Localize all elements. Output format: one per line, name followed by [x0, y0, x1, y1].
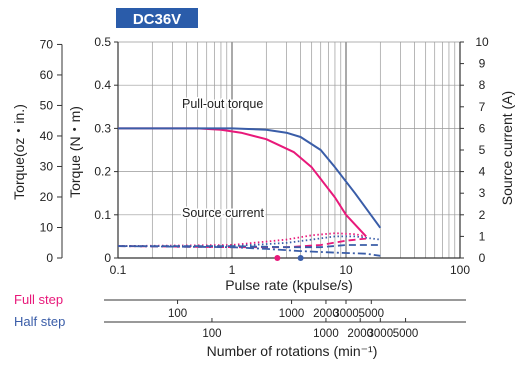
rotation-tick-label: 1000 [279, 308, 305, 320]
x-axis-marker-0 [274, 255, 281, 261]
y-tick-label-current: 10 [475, 35, 489, 49]
y-tick-label-torque-nm: 0.2 [94, 165, 111, 179]
y-tick-label-current: 0 [479, 251, 486, 265]
series-line-1 [118, 127, 382, 229]
y-tick-label-torque-ozin: 20 [40, 190, 54, 204]
y-tick-label-current: 3 [479, 186, 486, 200]
y-tick-label-torque-nm: 0 [104, 251, 111, 265]
rotation-tick-label: 5000 [359, 308, 385, 320]
y-tick-label-current: 1 [479, 229, 486, 243]
series-group [117, 127, 382, 261]
x-tick-label: 100 [450, 263, 470, 277]
y-tick-label-torque-nm: 0.4 [94, 78, 111, 92]
annotation-pull-out-torque: Pull-out torque [182, 97, 263, 111]
y-tick-label-torque-ozin: 0 [46, 251, 53, 265]
y-tick-label-torque-ozin: 50 [40, 98, 54, 112]
rotation-tick-label: 1000 [313, 328, 339, 340]
series-line-4 [117, 237, 367, 249]
y-tick-label-current: 4 [479, 165, 486, 179]
grid [117, 41, 460, 258]
y-tick-label-torque-nm: 0.1 [94, 208, 111, 222]
series-line-5 [118, 244, 381, 249]
y-axis-label-ozin: Torque(oz・in.) [11, 104, 27, 200]
x-tick-label: 1 [229, 263, 236, 277]
series-line-6 [117, 245, 381, 257]
rotation-axis-label: Number of rotations (min⁻¹) [207, 343, 378, 359]
rotation-tick-label: 2000 [347, 328, 373, 340]
y-tick-label-current: 7 [479, 100, 486, 114]
y-tick-label-current: 9 [479, 57, 486, 71]
y-axis-label-current: Source current (A) [499, 91, 515, 205]
y-tick-label-current: 2 [479, 208, 486, 222]
rotation-tick-label: 3000 [333, 308, 359, 320]
chart-title: DC36V [133, 11, 181, 28]
annotation-source-current: Source current [182, 206, 265, 220]
y-tick-label-current: 5 [479, 143, 486, 157]
rotation-tick-label: 3000 [368, 328, 394, 340]
y-tick-label-torque-nm: 0.5 [94, 35, 111, 49]
series-line-0 [118, 127, 367, 238]
x-tick-label: 0.1 [110, 263, 127, 277]
rotation-tick-label: 2000 [313, 308, 339, 320]
y-tick-label-torque-ozin: 40 [40, 129, 54, 143]
y-tick-label-current: 6 [479, 121, 486, 135]
y-tick-label-torque-ozin: 10 [40, 220, 54, 234]
x-tick-label: 10 [339, 263, 353, 277]
rotation-scale-label-full-step: Full step [14, 292, 63, 307]
rotation-tick-label: 100 [202, 328, 221, 340]
x-axis-marker-1 [297, 255, 304, 261]
rotation-scale-label-half-step: Half step [14, 314, 65, 329]
rotation-tick-label: 100 [168, 308, 187, 320]
x-axis-label: Pulse rate (kpulse/s) [225, 277, 353, 293]
y-tick-label-torque-nm: 0.3 [94, 121, 111, 135]
y-axis-label-nm: Torque (N・m) [67, 106, 83, 198]
y-tick-label-torque-ozin: 30 [40, 159, 54, 173]
plot-frame [57, 41, 464, 259]
title-badge [116, 8, 198, 28]
y-tick-label-current: 8 [479, 78, 486, 92]
y-tick-label-torque-ozin: 60 [40, 68, 54, 82]
y-tick-label-torque-ozin: 70 [40, 37, 54, 51]
labels-group: DC36V00.10.20.30.40.50102030405060700123… [11, 8, 515, 293]
rotation-tick-label: 5000 [393, 328, 419, 340]
